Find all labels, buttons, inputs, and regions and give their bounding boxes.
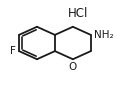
Text: NH₂: NH₂	[94, 30, 114, 40]
Text: HCl: HCl	[68, 7, 88, 20]
Text: F: F	[10, 46, 16, 56]
Text: O: O	[69, 62, 77, 72]
